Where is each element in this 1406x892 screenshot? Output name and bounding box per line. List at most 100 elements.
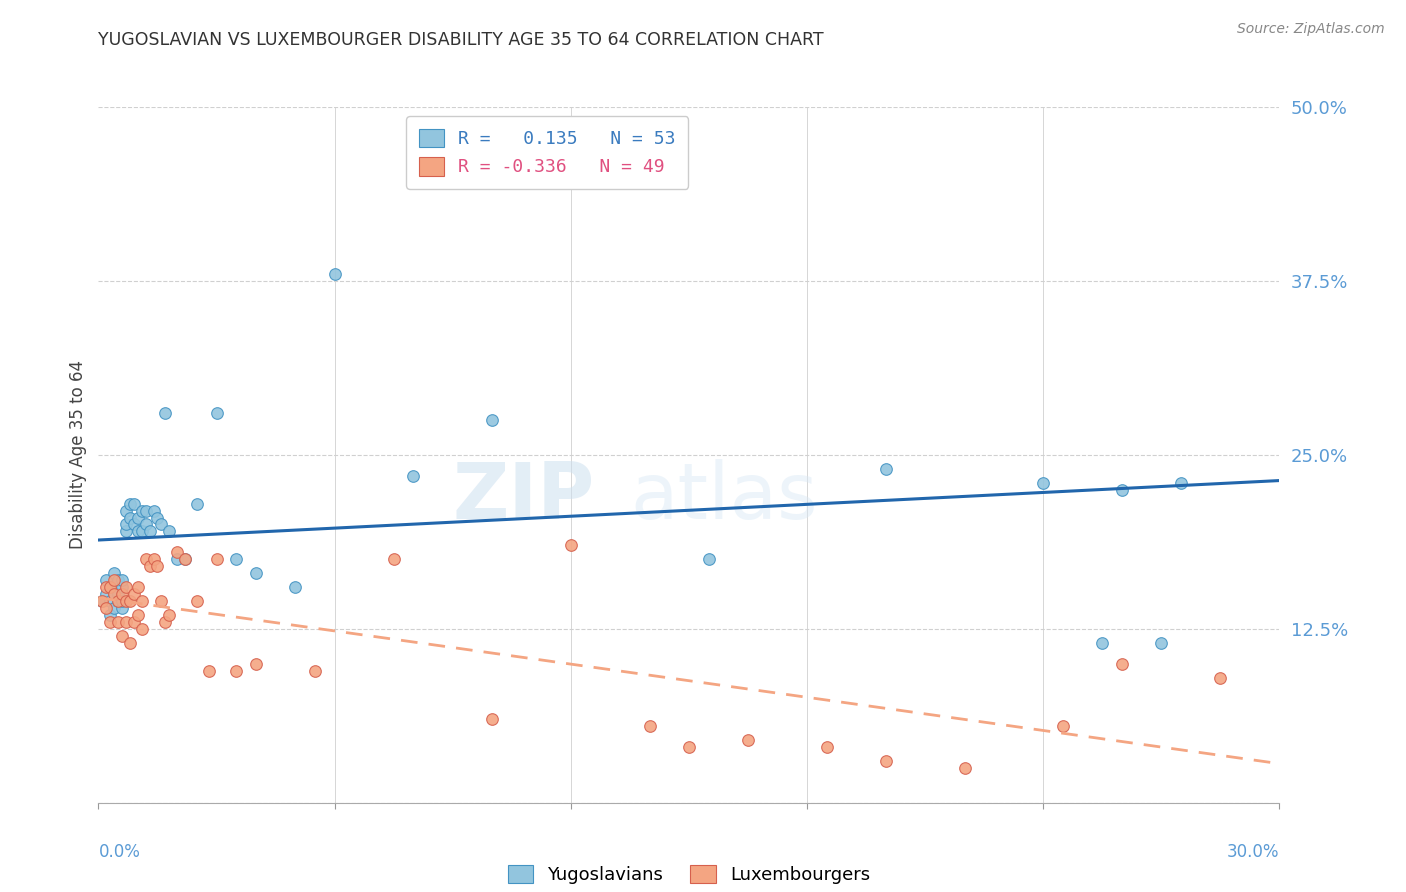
Legend: Yugoslavians, Luxembourgers: Yugoslavians, Luxembourgers — [501, 857, 877, 891]
Point — [96, 580, 118, 594]
Point — [402, 468, 425, 483]
Point — [245, 657, 267, 671]
Point — [225, 552, 247, 566]
Text: atlas: atlas — [630, 458, 817, 534]
Point — [118, 497, 141, 511]
Text: Source: ZipAtlas.com: Source: ZipAtlas.com — [1237, 22, 1385, 37]
Point — [245, 566, 267, 581]
Point — [155, 406, 177, 420]
Point — [815, 740, 838, 755]
Point — [157, 524, 180, 539]
Point — [382, 552, 405, 566]
Point — [131, 622, 153, 636]
Point — [697, 552, 720, 566]
Point — [323, 267, 346, 281]
Point — [138, 559, 160, 574]
Point — [103, 587, 125, 601]
Point — [150, 517, 173, 532]
Point — [118, 510, 141, 524]
Point — [118, 594, 141, 608]
Point — [98, 594, 121, 608]
Point — [111, 594, 134, 608]
Point — [103, 573, 125, 587]
Point — [1052, 719, 1074, 733]
Point — [131, 594, 153, 608]
Text: ZIP: ZIP — [453, 458, 595, 534]
Point — [481, 712, 503, 726]
Point — [96, 601, 118, 615]
Point — [1209, 671, 1232, 685]
Point — [146, 559, 169, 574]
Point — [638, 142, 661, 156]
Point — [103, 601, 125, 615]
Point — [304, 664, 326, 678]
Point — [284, 580, 307, 594]
Point — [115, 517, 138, 532]
Point — [111, 601, 134, 615]
Point — [142, 552, 165, 566]
Point — [1032, 475, 1054, 490]
Point — [174, 552, 197, 566]
Point — [131, 503, 153, 517]
Point — [91, 594, 114, 608]
Point — [122, 517, 145, 532]
Point — [107, 573, 129, 587]
Point — [197, 664, 219, 678]
Point — [1150, 636, 1173, 650]
Text: YUGOSLAVIAN VS LUXEMBOURGER DISABILITY AGE 35 TO 64 CORRELATION CHART: YUGOSLAVIAN VS LUXEMBOURGER DISABILITY A… — [98, 31, 824, 49]
Point — [96, 587, 118, 601]
Point — [107, 615, 129, 629]
Y-axis label: Disability Age 35 to 64: Disability Age 35 to 64 — [69, 360, 87, 549]
Text: 30.0%: 30.0% — [1227, 843, 1279, 861]
Point — [1111, 657, 1133, 671]
Point — [225, 664, 247, 678]
Point — [205, 552, 228, 566]
Point — [142, 503, 165, 517]
Point — [174, 552, 197, 566]
Point — [115, 594, 138, 608]
Point — [737, 733, 759, 747]
Point — [115, 503, 138, 517]
Point — [638, 719, 661, 733]
Point — [1170, 475, 1192, 490]
Point — [122, 587, 145, 601]
Point — [96, 573, 118, 587]
Point — [155, 615, 177, 629]
Point — [127, 510, 149, 524]
Point — [122, 497, 145, 511]
Point — [98, 580, 121, 594]
Point — [115, 524, 138, 539]
Point — [135, 503, 157, 517]
Point — [131, 524, 153, 539]
Point — [560, 538, 582, 552]
Point — [107, 587, 129, 601]
Point — [103, 587, 125, 601]
Point — [205, 406, 228, 420]
Point — [1091, 636, 1114, 650]
Point — [138, 524, 160, 539]
Point — [186, 594, 208, 608]
Point — [135, 517, 157, 532]
Point — [98, 607, 121, 622]
Point — [481, 413, 503, 427]
Point — [146, 510, 169, 524]
Point — [107, 594, 129, 608]
Point — [875, 462, 897, 476]
Point — [91, 594, 114, 608]
Point — [111, 580, 134, 594]
Point — [111, 587, 134, 601]
Point — [98, 615, 121, 629]
Point — [875, 754, 897, 768]
Point — [1111, 483, 1133, 497]
Text: 0.0%: 0.0% — [98, 843, 141, 861]
Point — [678, 740, 700, 755]
Point — [118, 636, 141, 650]
Point — [150, 594, 173, 608]
Point — [166, 552, 188, 566]
Point — [111, 629, 134, 643]
Point — [127, 607, 149, 622]
Point — [103, 566, 125, 581]
Point — [127, 580, 149, 594]
Point — [122, 615, 145, 629]
Point — [107, 594, 129, 608]
